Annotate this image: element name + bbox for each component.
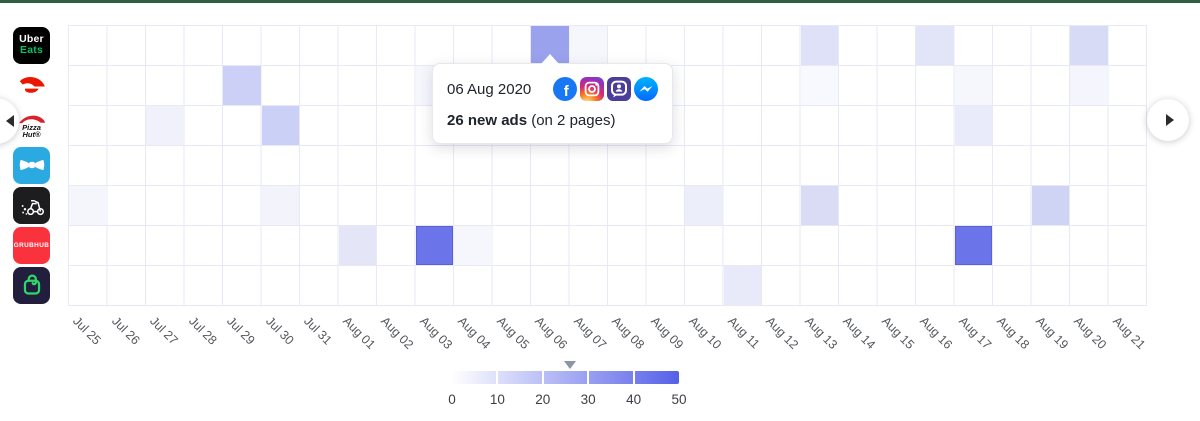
x-axis-label: Aug 19 (1032, 314, 1071, 352)
x-axis-label: Jul 26 (108, 314, 143, 348)
tooltip-caret (541, 54, 559, 64)
x-axis-label: Aug 16 (917, 314, 956, 352)
legend-gradient-bar (452, 371, 679, 384)
x-axis-label: Aug 21 (1109, 314, 1148, 352)
x-axis-label: Jul 25 (70, 314, 104, 348)
legend-separator (541, 371, 544, 384)
brand-icon-bowtie[interactable] (13, 146, 50, 184)
pizza-hut-label: Pizza Hut® (22, 122, 41, 139)
brand-icon-bag[interactable] (13, 266, 50, 304)
x-axis-label: Aug 05 (493, 314, 532, 352)
heatmap-cell[interactable] (954, 66, 992, 105)
x-axis-label: Jul 28 (185, 314, 220, 348)
right-arrow-button[interactable] (1147, 99, 1189, 141)
chevron-right-icon (1166, 114, 1175, 126)
tooltip-ads-summary: 26 new ads (on 2 pages) (447, 112, 658, 129)
brand-icon-pizza-hut[interactable]: Pizza Hut® (13, 106, 50, 144)
heatmap-cell[interactable] (723, 266, 761, 305)
tooltip-ads-count: 26 new ads (447, 112, 528, 129)
legend-tick-label: 30 (580, 392, 596, 407)
legend-tick-label: 50 (671, 392, 687, 407)
tooltip-ads-suffix: (on 2 pages) (527, 112, 616, 129)
heatmap-cell[interactable] (454, 226, 492, 265)
heatmap-cell[interactable] (1070, 26, 1108, 65)
x-axis-label: Aug 10 (686, 314, 725, 352)
heatmap-cell[interactable] (569, 26, 607, 65)
tooltip-platform-icons: f (553, 77, 658, 101)
x-axis-label: Aug 07 (570, 314, 609, 352)
heatmap-cell[interactable] (685, 186, 723, 225)
heatmap-cell[interactable] (800, 186, 838, 225)
heatmap-cell[interactable] (338, 226, 376, 265)
heatmap-cell[interactable] (146, 106, 184, 145)
brand-icon-doordash[interactable] (13, 66, 50, 104)
x-axis-label: Aug 08 (609, 314, 648, 352)
x-axis-label: Aug 12 (763, 314, 802, 352)
heatmap-cell[interactable] (69, 186, 107, 225)
legend-tick-label: 40 (626, 392, 642, 407)
ad-tooltip: 06 Aug 2020 f (432, 63, 673, 144)
heatmap-cell[interactable] (800, 26, 838, 65)
x-axis-label: Aug 01 (339, 314, 378, 352)
top-progress-bar (0, 0, 1200, 3)
brand-icon-grubhub[interactable]: GRUBHUB (13, 226, 50, 264)
chevron-left-icon (6, 115, 14, 127)
x-axis-label: Jul 30 (262, 314, 297, 348)
heatmap-cell[interactable] (1031, 186, 1069, 225)
x-axis-label: Aug 20 (1071, 314, 1110, 352)
legend-marker-icon (564, 361, 577, 369)
x-axis-label: Aug 17 (955, 314, 994, 352)
heatmap-cell[interactable] (916, 26, 954, 65)
x-axis-label: Jul 29 (224, 314, 258, 348)
legend-tick-label: 0 (448, 392, 456, 407)
svg-text:f: f (564, 83, 570, 100)
legend-tick-label: 20 (535, 392, 551, 407)
legend-separator (496, 371, 499, 384)
heatmap-cell[interactable] (954, 226, 992, 265)
x-axis-label: Aug 03 (416, 314, 455, 352)
legend-separator (632, 371, 635, 384)
grubhub-label: GRUBHUB (13, 241, 50, 249)
instagram-icon (580, 77, 604, 101)
facebook-icon: f (553, 77, 577, 101)
left-arrow-button[interactable] (0, 98, 19, 144)
x-axis-label: Aug 15 (878, 314, 917, 352)
heatmap-cell[interactable] (223, 66, 261, 105)
legend-tick-label: 10 (489, 392, 505, 407)
x-axis-label: Jul 27 (147, 314, 181, 348)
audience-network-icon (607, 77, 631, 101)
heatmap-cell[interactable] (954, 106, 992, 145)
x-axis: Jul 25 Jul 26 Jul 27 Jul 28 Jul 29 Jul 30 Jul … (0, 305, 1158, 367)
brand-icon-scooter[interactable] (13, 186, 50, 224)
x-axis-label: Jul 31 (301, 314, 335, 348)
heatmap-cell[interactable] (261, 186, 299, 225)
heatmap-cell[interactable] (261, 106, 299, 145)
uber-eats-label: Uber (19, 33, 44, 45)
x-axis-label: Aug 13 (801, 314, 840, 352)
x-axis-label: Aug 14 (840, 314, 879, 352)
tooltip-date: 06 Aug 2020 (447, 80, 532, 98)
x-axis-label: Aug 06 (532, 314, 571, 352)
x-axis-label: Aug 09 (647, 314, 686, 352)
heatmap-cell[interactable] (1070, 66, 1108, 105)
legend-separator (587, 371, 590, 384)
messenger-icon (634, 77, 658, 101)
x-axis-label: Aug 18 (994, 314, 1033, 352)
heatmap-cell[interactable] (415, 226, 453, 265)
x-axis-label: Aug 04 (455, 314, 494, 352)
x-axis-label: Aug 11 (724, 314, 763, 352)
x-axis-label: Aug 02 (378, 314, 417, 352)
heatmap-cell[interactable] (800, 66, 838, 105)
brand-icon-uber-eats[interactable]: Uber Eats (13, 26, 50, 64)
